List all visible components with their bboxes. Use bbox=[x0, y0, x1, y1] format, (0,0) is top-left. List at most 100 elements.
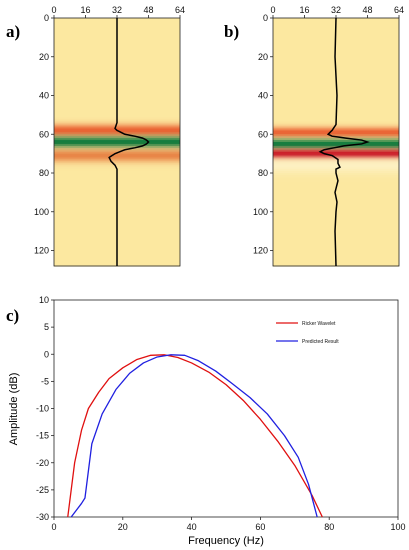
panel-c-lines bbox=[67, 354, 323, 518]
y-tick-label: 80 bbox=[39, 168, 49, 178]
heatmap-row bbox=[273, 161, 399, 164]
heatmap-row bbox=[273, 155, 399, 159]
heatmap-row bbox=[54, 130, 180, 133]
heatmap-row bbox=[54, 142, 180, 145]
y-tick-label: 120 bbox=[253, 246, 268, 256]
heatmap-row bbox=[273, 91, 399, 95]
x-tick-label: 0 bbox=[270, 5, 275, 15]
heatmap-row bbox=[54, 138, 180, 141]
heatmap-row bbox=[273, 140, 399, 143]
panel-c-legend: Ricker Wavelet Predicted Result bbox=[276, 321, 339, 345]
heatmap-row bbox=[273, 235, 399, 238]
y-tick-label: 80 bbox=[258, 168, 268, 178]
y-tick-label: 5 bbox=[44, 322, 49, 332]
heatmap-row bbox=[54, 145, 180, 149]
heatmap-row bbox=[273, 95, 399, 99]
x-tick-label: 64 bbox=[175, 5, 185, 15]
heatmap-row bbox=[273, 202, 399, 205]
y-tick-label: 0 bbox=[44, 349, 49, 359]
heatmap-row bbox=[273, 163, 399, 166]
heatmap-row bbox=[273, 236, 399, 240]
heatmap-row bbox=[273, 190, 399, 193]
heatmap-row bbox=[273, 50, 399, 54]
heatmap-row bbox=[273, 151, 399, 155]
heatmap-row bbox=[273, 174, 399, 178]
panel-c-y-ticks: 10 5 0 -5 -10 -15 -20 -25 -30 bbox=[36, 295, 54, 522]
heatmap-row bbox=[273, 134, 399, 137]
y-tick-label: -15 bbox=[36, 431, 49, 441]
heatmap-row bbox=[273, 231, 399, 234]
x-tick-label: 20 bbox=[118, 522, 128, 532]
heatmap-row bbox=[273, 54, 399, 58]
x-axis-title: Frequency (Hz) bbox=[188, 535, 264, 547]
panel-c-frame bbox=[53, 299, 399, 518]
heatmap-row bbox=[273, 165, 399, 168]
heatmap-row bbox=[273, 233, 399, 236]
heatmap-row bbox=[273, 229, 399, 232]
x-tick-label: 32 bbox=[112, 5, 122, 15]
x-tick-label: 80 bbox=[324, 522, 334, 532]
heatmap-row bbox=[54, 165, 180, 168]
x-tick-label: 48 bbox=[362, 5, 372, 15]
y-tick-label: 100 bbox=[253, 207, 268, 217]
panel-b-y-ticks: 0 20 40 60 80 100 120 bbox=[253, 13, 273, 256]
heatmap-row bbox=[273, 132, 399, 135]
heatmap-row bbox=[54, 155, 180, 159]
panel-b-trace bbox=[318, 17, 370, 267]
heatmap-row bbox=[54, 157, 180, 161]
heatmap-row bbox=[273, 58, 399, 62]
y-tick-label: 60 bbox=[258, 129, 268, 139]
y-tick-label: 10 bbox=[39, 295, 49, 305]
heatmap-row bbox=[273, 176, 399, 180]
x-tick-label: 40 bbox=[187, 522, 197, 532]
heatmap-row bbox=[273, 47, 399, 50]
y-axis-title: Amplitude (dB) bbox=[8, 373, 20, 446]
heatmap-row bbox=[273, 153, 399, 157]
heatmap-row bbox=[273, 130, 399, 133]
heatmap-row bbox=[273, 147, 399, 151]
heatmap-row bbox=[273, 89, 399, 93]
series-line-ricker-wavelet bbox=[67, 354, 323, 518]
y-tick-label: 100 bbox=[34, 207, 49, 217]
heatmap-row bbox=[273, 97, 399, 100]
heatmap-row bbox=[54, 153, 180, 157]
y-tick-label: 40 bbox=[258, 91, 268, 101]
y-tick-label: -25 bbox=[36, 485, 49, 495]
heatmap-row bbox=[273, 182, 399, 186]
heatmap-row bbox=[54, 147, 180, 151]
heatmap-row bbox=[273, 142, 399, 145]
panel-b-label: b) bbox=[224, 22, 239, 41]
heatmap-row bbox=[273, 56, 399, 60]
y-tick-label: -20 bbox=[36, 458, 49, 468]
y-tick-label: 40 bbox=[39, 91, 49, 101]
x-tick-label: 64 bbox=[394, 5, 404, 15]
y-tick-label: -30 bbox=[36, 512, 49, 522]
y-tick-label: 60 bbox=[39, 129, 49, 139]
y-tick-label: 20 bbox=[258, 52, 268, 62]
y-tick-label: 20 bbox=[39, 52, 49, 62]
heatmap-row bbox=[273, 93, 399, 97]
x-tick-label: 48 bbox=[143, 5, 153, 15]
heatmap-row bbox=[54, 126, 180, 130]
heatmap-row bbox=[54, 143, 180, 147]
x-tick-label: 0 bbox=[51, 5, 56, 15]
y-tick-label: 120 bbox=[34, 246, 49, 256]
y-tick-label: -5 bbox=[41, 376, 49, 386]
heatmap-row bbox=[273, 159, 399, 162]
y-tick-label: -10 bbox=[36, 404, 49, 414]
heatmap-row bbox=[273, 126, 399, 130]
panel-a-trace bbox=[108, 18, 150, 266]
panel-c-x-ticks: 0 20 40 60 80 100 bbox=[51, 517, 406, 532]
panel-a: a) 0 16 32 48 64 0 20 40 60 80 100 120 bbox=[6, 5, 185, 267]
x-tick-label: 100 bbox=[390, 522, 405, 532]
heatmap-row bbox=[54, 159, 180, 162]
heatmap-row bbox=[273, 227, 399, 230]
panel-c: c) 0 20 40 60 80 100 10 5 0 -5 -10 -15 -20 -25 -30 Ri… bbox=[6, 295, 406, 547]
series-line-predicted-result bbox=[70, 354, 318, 518]
y-tick-label: 0 bbox=[263, 13, 268, 23]
heatmap-row bbox=[273, 138, 399, 141]
heatmap-row bbox=[54, 124, 180, 128]
heatmap-row bbox=[54, 140, 180, 143]
x-tick-label: 16 bbox=[80, 5, 90, 15]
